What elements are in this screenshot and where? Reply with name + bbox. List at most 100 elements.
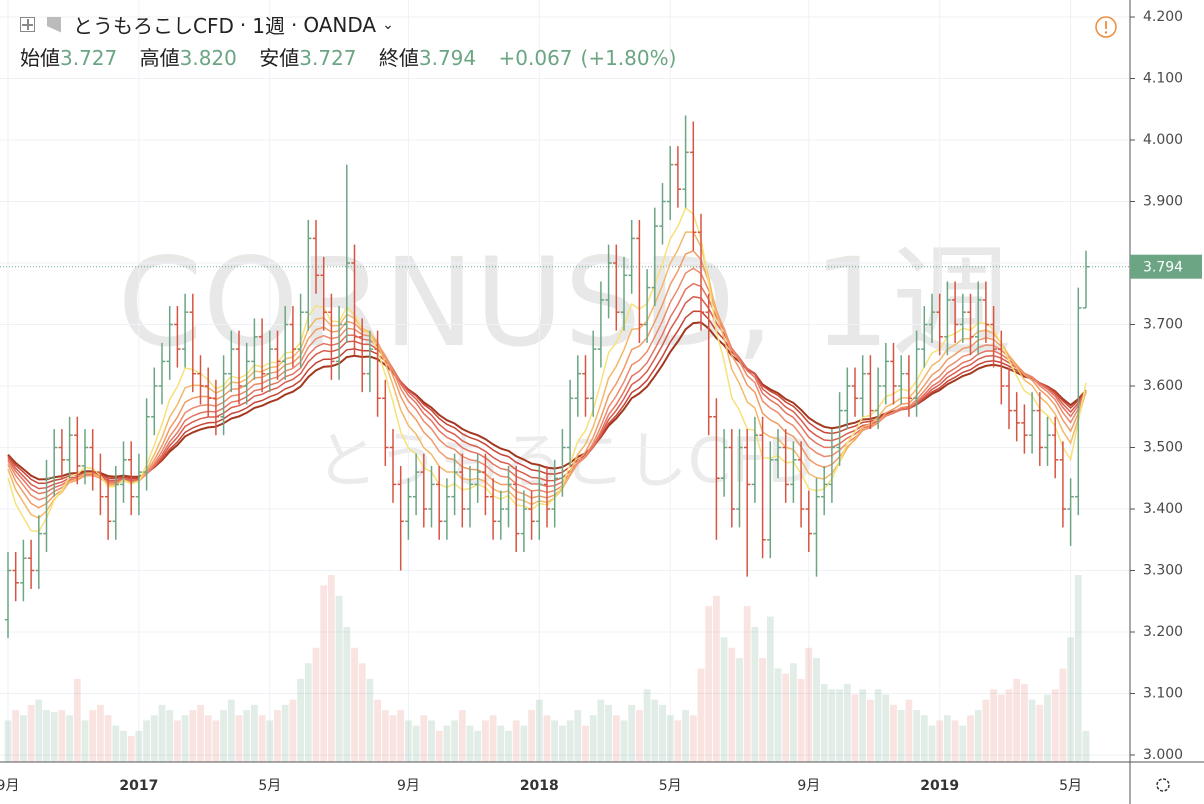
volume-bar [782, 673, 790, 762]
volume-bar [428, 720, 435, 762]
volume-bar [944, 715, 951, 762]
x-tick-label: 2018 [520, 778, 559, 794]
volume-bar [528, 710, 535, 762]
volume-bar [81, 720, 89, 762]
volume-bar [1059, 668, 1067, 762]
exchange[interactable]: OANDA [303, 12, 377, 37]
volume-bar [366, 678, 374, 762]
interval[interactable]: 1週 [252, 14, 285, 38]
volume-bar [304, 663, 312, 762]
volume-bar [158, 704, 166, 762]
header-title: とうもろこしCFD · 1週 · OANDA ⌄ [20, 10, 394, 39]
volume-bar [389, 715, 397, 762]
settings-icon[interactable] [1156, 778, 1170, 792]
volume-bar [551, 720, 559, 762]
volume-bar [628, 704, 636, 762]
volume-bar [974, 710, 982, 762]
volume-bar [766, 616, 774, 762]
volume-bar [258, 715, 266, 762]
volume-bar [458, 710, 466, 762]
x-tick-label: 5月 [659, 778, 682, 794]
volume-bar [867, 699, 874, 762]
y-tick-label: 3.400 [1143, 501, 1183, 517]
volume-bar [50, 712, 58, 762]
volume-bar [928, 725, 936, 762]
volume-bar [636, 710, 643, 762]
volume-bar [851, 694, 859, 762]
volume-bar [713, 595, 720, 762]
volume-bar [589, 715, 597, 762]
volume-bar [890, 704, 897, 762]
volume-bar [982, 699, 990, 762]
volume-bar [1028, 699, 1036, 762]
volume-bar [174, 720, 181, 762]
ohlc-value: 3.727 [299, 46, 357, 70]
volume-bar [751, 626, 759, 762]
y-tick-label: 3.000 [1143, 747, 1183, 763]
volume-bar [489, 715, 497, 762]
volume-bar [643, 689, 651, 762]
volume-bar [682, 710, 689, 762]
volume-bar [920, 715, 928, 762]
y-tick-label: 3.300 [1143, 563, 1183, 579]
volume-bar [605, 704, 612, 762]
volume-bar [266, 720, 274, 762]
volume-bar [720, 637, 728, 762]
volume-bar [1036, 704, 1044, 762]
volume-bar [582, 725, 589, 762]
volume-bar [728, 647, 736, 762]
watermark: CORNUSD, 1週 [117, 232, 1012, 374]
volume-bar [328, 575, 335, 762]
x-tick-label: 2017 [119, 778, 158, 794]
volume-bar [897, 710, 905, 762]
volume-bar [828, 689, 836, 762]
x-tick-label: 2019 [920, 778, 959, 794]
volume-bar [689, 715, 697, 762]
volume-bar [666, 715, 674, 762]
volume-bar [43, 710, 50, 762]
x-tick-label: 5月 [258, 778, 281, 794]
last-price-box [1130, 254, 1202, 279]
dropdown-caret[interactable]: ⌄ [382, 16, 394, 33]
x-tick-label: 9月 [397, 778, 420, 794]
volume-bar [790, 663, 797, 762]
volume-bar [235, 715, 243, 762]
volume-bar [443, 725, 451, 762]
volume-bar [4, 720, 12, 762]
volume-bar [620, 720, 628, 762]
volume-bar [905, 699, 913, 762]
volume-bar [805, 647, 813, 762]
volume-bar [774, 668, 782, 762]
volume-bar [559, 725, 566, 762]
volume-bar [936, 720, 944, 762]
symbol[interactable]: とうもろこしCFD [73, 14, 234, 38]
x-tick-label: 5月 [1059, 778, 1082, 794]
volume-bar [197, 704, 204, 762]
volume-bar [1051, 689, 1059, 762]
add-icon[interactable] [20, 17, 35, 32]
volume-bar [497, 725, 505, 762]
y-tick-label: 3.700 [1143, 317, 1183, 333]
x-tick-label: 9月 [0, 778, 19, 794]
ohlc-label: 始値 [20, 46, 60, 70]
y-tick-label: 4.000 [1143, 132, 1183, 148]
volume-bar [859, 689, 867, 762]
ohlc-label: 安値 [259, 46, 300, 70]
volume-bar [543, 715, 551, 762]
volume-bar [381, 710, 389, 762]
volume-bar [597, 699, 605, 762]
separator: · [239, 12, 247, 37]
volume-bar [1082, 730, 1090, 762]
volume-bar [343, 626, 351, 762]
alert-icon-dot [1104, 31, 1108, 34]
volume-bar [959, 725, 967, 762]
ohlc-label: 終値 [378, 46, 419, 70]
volume-bar [1021, 684, 1028, 762]
volume-bar [35, 699, 43, 762]
alert-icon[interactable] [1095, 16, 1117, 38]
volume-bar [705, 606, 713, 762]
volume-bar [1013, 678, 1021, 762]
volume-bar [535, 699, 543, 762]
volume-bar [474, 730, 482, 762]
header-ohlc: 始値3.727 高値3.820 安値3.727 終値3.794 +0.067 (+… [20, 42, 692, 71]
